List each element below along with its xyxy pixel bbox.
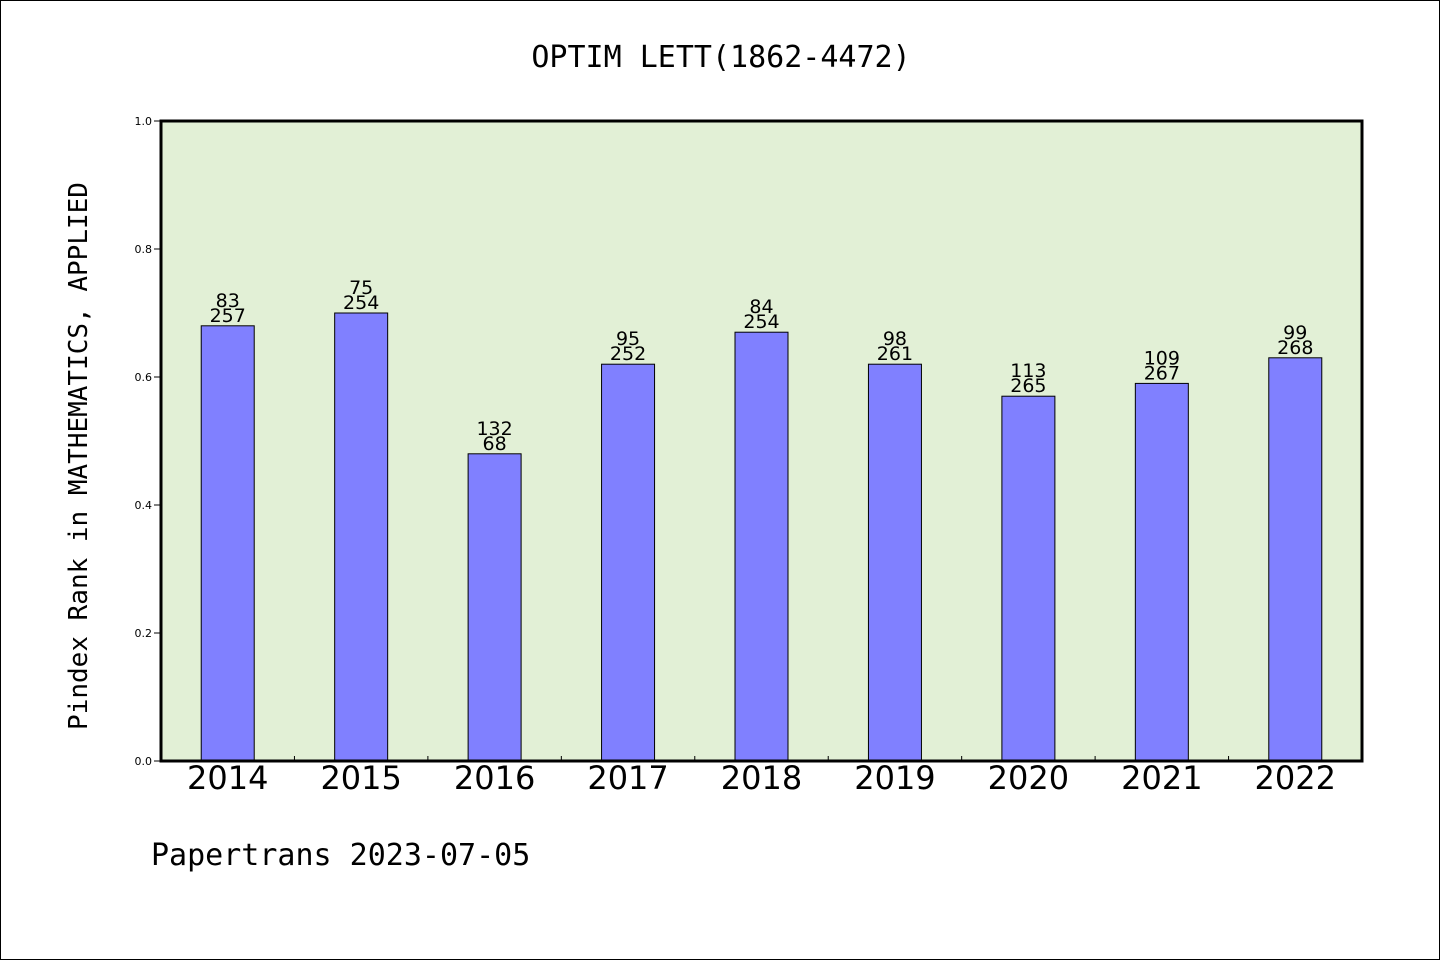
rank-label: 98	[883, 328, 907, 350]
x-tick-label: 2021	[1121, 759, 1202, 797]
x-tick-label: 2020	[988, 759, 1069, 797]
rank-label: 75	[349, 277, 373, 299]
bar-2017	[601, 363, 656, 762]
rank-label: 132	[476, 418, 512, 440]
total-label: 254	[343, 292, 379, 314]
bar-2014	[200, 325, 255, 762]
y-tick-label: 0.0	[135, 755, 153, 768]
rank-label: 84	[749, 296, 773, 318]
chart-title: OPTIM LETT(1862-4472)	[531, 40, 910, 75]
rank-label: 99	[1283, 322, 1307, 344]
y-axis-label: Pindex Rank in MATHEMATICS, APPLIED	[64, 182, 94, 730]
bar-2015	[334, 312, 389, 762]
footer-credit: Papertrans 2023-07-05	[151, 838, 530, 873]
x-tick-label: 2017	[587, 759, 668, 797]
x-axis-ticks: 2014 2015 2016 2017 2018 2019 2020 2021 2022	[187, 756, 1336, 797]
total-label: 261	[877, 343, 913, 365]
total-label: 68	[483, 433, 507, 455]
y-axis-ticks: 0.0 0.2 0.4 0.6 0.8 1.0	[135, 115, 161, 768]
x-tick-label: 2015	[320, 759, 401, 797]
plot-border	[159, 119, 1364, 763]
y-tick-label: 1.0	[135, 115, 153, 128]
total-label: 252	[610, 343, 646, 365]
bar-2021	[1134, 382, 1189, 762]
x-tick-label: 2018	[721, 759, 802, 797]
x-tick-label: 2019	[854, 759, 935, 797]
rank-label: 109	[1144, 347, 1180, 369]
bar-2020	[1001, 395, 1056, 762]
bar-2018	[734, 331, 789, 762]
bar-2019	[867, 363, 922, 762]
rank-label: 83	[216, 290, 240, 312]
total-label: 268	[1277, 337, 1313, 359]
bar-2016	[467, 453, 522, 762]
bar-labels: 8325775254132689525284254982611132651092…	[210, 277, 1314, 455]
total-label: 265	[1010, 375, 1046, 397]
y-tick-label: 0.4	[135, 499, 153, 512]
rank-label: 95	[616, 328, 640, 350]
y-tick-label: 0.6	[135, 371, 153, 384]
x-tick-label: 2022	[1255, 759, 1336, 797]
bars	[200, 312, 1323, 762]
y-tick-label: 0.2	[135, 627, 153, 640]
total-label: 257	[210, 305, 246, 327]
bar-2022	[1268, 357, 1323, 762]
x-tick-label: 2016	[454, 759, 535, 797]
y-tick-label: 0.8	[135, 243, 153, 256]
total-label: 254	[743, 311, 779, 333]
x-tick-label: 2014	[187, 759, 268, 797]
rank-label: 113	[1010, 360, 1046, 382]
total-label: 267	[1144, 362, 1180, 384]
